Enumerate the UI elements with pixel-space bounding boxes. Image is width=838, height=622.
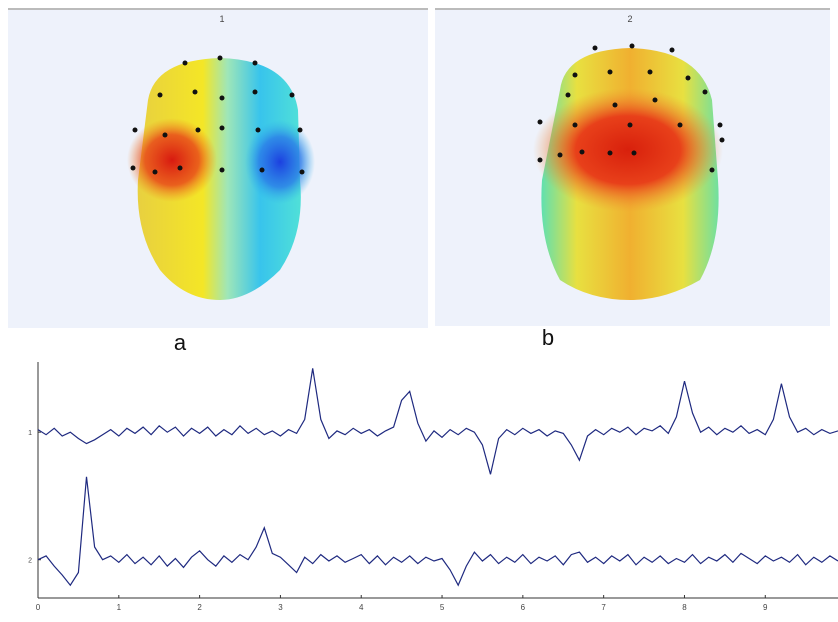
x-tick-label: 1	[117, 603, 122, 612]
plot-area	[38, 362, 838, 598]
panel-title: 1	[219, 14, 224, 24]
x-tick-label: 7	[601, 603, 606, 612]
x-tick-label: 8	[682, 603, 687, 612]
x-tick-label: 6	[521, 603, 526, 612]
x-tick-label: 3	[278, 603, 283, 612]
signal-line	[37, 368, 838, 475]
panel-title: 2	[627, 14, 632, 24]
x-tick-label: 4	[359, 603, 364, 612]
x-tick-label: 2	[197, 603, 202, 612]
x-tick-label: 0	[36, 603, 41, 612]
head-topography	[127, 43, 725, 300]
signal-line	[37, 476, 838, 587]
plot: 1 2 0 1 2 3 4 5 6 7 8 9	[28, 362, 838, 612]
y-tick-label: 1	[28, 430, 32, 437]
y-tick-label: 2	[28, 558, 32, 565]
x-tick-label: 5	[440, 603, 445, 612]
panel-caption: a	[174, 330, 187, 355]
x-tick-label: 9	[763, 603, 768, 612]
panel-caption: b	[542, 325, 554, 350]
